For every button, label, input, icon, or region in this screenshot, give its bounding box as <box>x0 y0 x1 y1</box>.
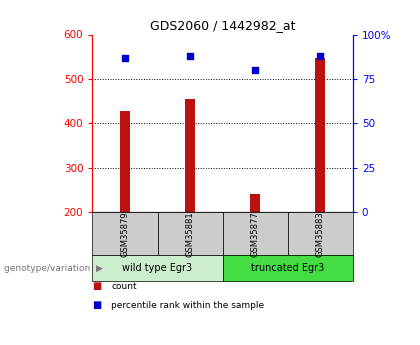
Text: wild type Egr3: wild type Egr3 <box>123 263 192 273</box>
Text: count: count <box>111 282 137 291</box>
Text: GSM35881: GSM35881 <box>186 211 194 257</box>
Point <box>252 67 259 73</box>
Bar <box>315 58 325 212</box>
Text: GSM35883: GSM35883 <box>316 211 325 257</box>
Title: GDS2060 / 1442982_at: GDS2060 / 1442982_at <box>150 19 295 32</box>
Text: ■: ■ <box>92 300 102 310</box>
Text: genotype/variation  ▶: genotype/variation ▶ <box>4 264 103 273</box>
Point <box>317 53 324 59</box>
Point <box>187 53 194 59</box>
Text: truncated Egr3: truncated Egr3 <box>251 263 324 273</box>
Bar <box>250 194 260 212</box>
Text: ■: ■ <box>92 282 102 291</box>
Text: percentile rank within the sample: percentile rank within the sample <box>111 301 265 310</box>
Bar <box>120 111 130 212</box>
Point <box>122 55 129 60</box>
Bar <box>185 99 195 212</box>
Text: GSM35877: GSM35877 <box>251 211 260 257</box>
Text: GSM35879: GSM35879 <box>121 211 129 257</box>
